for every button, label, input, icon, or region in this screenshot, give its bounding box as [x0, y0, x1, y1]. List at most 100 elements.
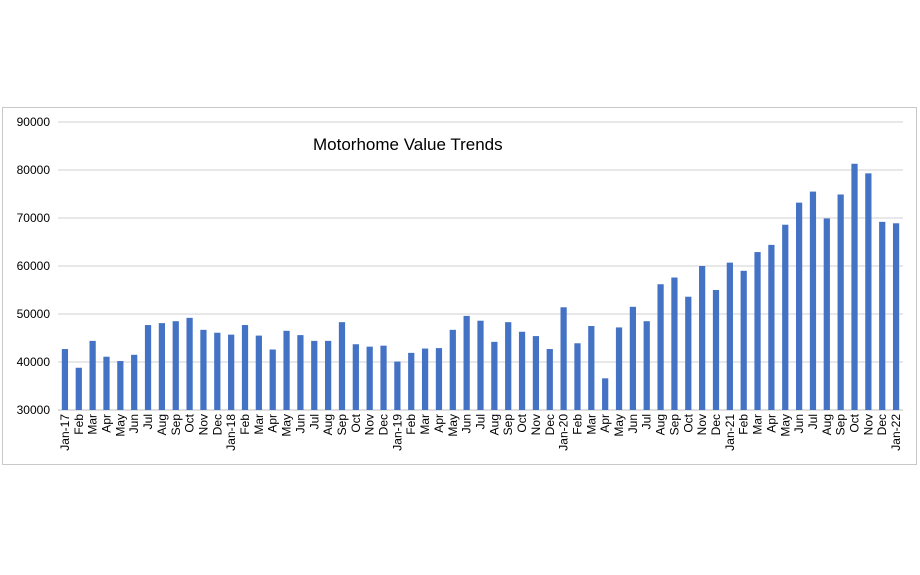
- bar: [200, 329, 207, 410]
- bar: [685, 296, 692, 410]
- x-tick-label: Oct: [515, 413, 529, 432]
- bar: [408, 352, 415, 410]
- x-tick-label: Jun: [127, 414, 141, 433]
- x-tick-label: Jul: [806, 414, 820, 429]
- bar: [421, 348, 429, 410]
- x-tick-label: Apr: [764, 414, 778, 433]
- x-axis-ticks: Jan-17 Feb Mar Apr May Jun Jul Aug Sep Oct Nov Dec J…: [58, 413, 903, 450]
- x-tick-label: Mar: [584, 414, 598, 435]
- x-tick-label: Jun: [293, 414, 307, 433]
- x-tick-label: Apr: [598, 414, 612, 433]
- x-tick-label: Dec: [210, 414, 224, 435]
- bar: [518, 331, 526, 410]
- x-tick-label: Jun: [792, 414, 806, 433]
- bar: [61, 349, 69, 410]
- x-tick-label: Dec: [377, 414, 391, 435]
- bar: [768, 244, 775, 410]
- bar: [532, 336, 540, 410]
- bar: [491, 341, 498, 410]
- bar: [283, 330, 290, 410]
- x-tick-label: Jan-21: [723, 414, 737, 451]
- bar: [269, 349, 276, 410]
- x-tick-label: Aug: [155, 414, 169, 435]
- x-tick-label: Aug: [654, 414, 668, 435]
- x-tick-label: Mar: [418, 414, 432, 435]
- bar: [311, 340, 318, 410]
- x-tick-label: Sep: [834, 414, 848, 436]
- bar: [865, 173, 872, 410]
- bar: [879, 221, 886, 410]
- bar: [103, 356, 110, 410]
- x-tick-label: Nov: [695, 414, 709, 435]
- bar-chart: 30000 40000 50000 60000 70000 80000 90000 Jan-…: [17, 115, 903, 451]
- bar: [615, 327, 623, 410]
- bar: [851, 163, 858, 410]
- x-tick-label: Nov: [861, 414, 875, 435]
- bar: [89, 340, 96, 410]
- bar: [117, 361, 124, 410]
- x-tick-label: Oct: [183, 413, 197, 432]
- x-tick-label: Mar: [86, 414, 100, 435]
- y-tick-label: 30000: [17, 403, 51, 417]
- x-tick-label: Jul: [640, 414, 654, 429]
- y-tick-label: 90000: [17, 115, 51, 129]
- bars: [61, 163, 900, 410]
- bar: [505, 322, 512, 410]
- bar: [394, 361, 401, 410]
- x-tick-label: Apr: [432, 414, 446, 433]
- x-tick-label: Sep: [335, 414, 349, 436]
- bar: [671, 277, 678, 410]
- x-tick-label: Jan-19: [390, 414, 404, 451]
- bar: [75, 367, 82, 410]
- bar: [435, 348, 443, 410]
- x-tick-label: Dec: [709, 414, 723, 435]
- bar: [712, 290, 720, 410]
- bar: [823, 218, 830, 410]
- bar: [892, 223, 900, 410]
- x-tick-label: May: [778, 414, 792, 437]
- x-tick-label: Jun: [460, 414, 474, 433]
- bar: [172, 321, 179, 410]
- bar: [297, 335, 304, 410]
- x-tick-label: Jul: [474, 414, 488, 429]
- bar: [560, 307, 567, 410]
- chart-frame: 30000 40000 50000 60000 70000 80000 90000 Jan-…: [2, 107, 917, 465]
- x-tick-label: Jan-17: [58, 414, 72, 451]
- x-tick-label: Feb: [72, 414, 86, 435]
- x-tick-label: Oct: [349, 413, 363, 432]
- y-tick-label: 80000: [17, 163, 51, 177]
- bar: [754, 252, 761, 410]
- bar: [602, 378, 609, 410]
- y-axis-ticks: 30000 40000 50000 60000 70000 80000 90000: [17, 115, 51, 417]
- x-tick-label: Jul: [141, 414, 155, 429]
- bar: [629, 306, 636, 410]
- x-tick-label: Sep: [501, 414, 515, 436]
- x-tick-label: May: [446, 414, 460, 437]
- bar: [158, 323, 166, 410]
- x-tick-label: Aug: [487, 414, 501, 435]
- x-tick-label: Jul: [307, 414, 321, 429]
- x-tick-label: Feb: [238, 414, 252, 435]
- bar: [726, 262, 733, 410]
- bar: [782, 224, 789, 410]
- bar: [380, 345, 387, 410]
- bar: [131, 354, 138, 410]
- bar: [657, 284, 664, 410]
- bar: [809, 191, 817, 410]
- x-tick-label: Oct: [848, 413, 862, 432]
- bar: [740, 270, 747, 410]
- bar: [837, 194, 844, 410]
- bar: [546, 349, 553, 410]
- x-tick-label: Apr: [99, 414, 113, 433]
- x-tick-label: Dec: [875, 414, 889, 435]
- bar: [449, 329, 456, 410]
- x-tick-label: Nov: [529, 414, 543, 435]
- bar: [338, 322, 346, 410]
- bar: [699, 266, 706, 410]
- x-tick-label: May: [612, 414, 626, 437]
- bar: [186, 317, 193, 410]
- x-tick-label: Jan-18: [224, 414, 238, 451]
- bar: [352, 344, 359, 410]
- x-tick-label: Feb: [570, 414, 584, 435]
- bar: [477, 320, 484, 410]
